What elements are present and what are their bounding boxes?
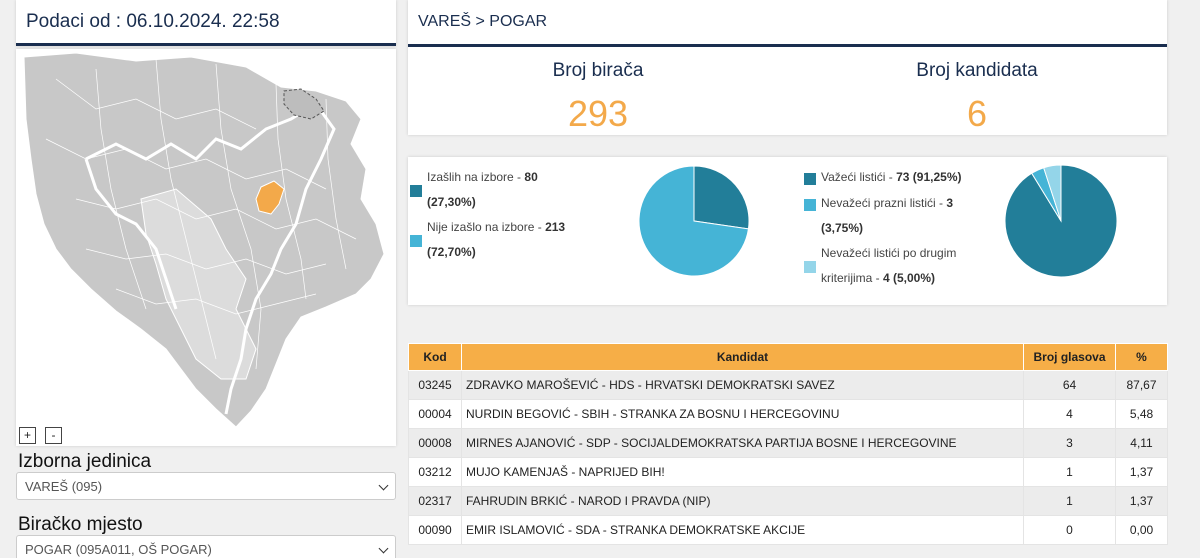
pie-slice-nije-izaslo[interactable] xyxy=(639,166,749,276)
legend-swatch xyxy=(410,185,422,197)
legend-nije-izaslo: Nije izašlo na izbore - 213 (72,70%) xyxy=(410,215,590,265)
cell-kandidat: ZDRAVKO MAROŠEVIĆ - HDS - HRVATSKI DEMOK… xyxy=(461,370,1024,400)
legend-pct: (72,70%) xyxy=(427,245,476,259)
cell-kandidat: EMIR ISLAMOVIĆ - SDA - STRANKA DEMOKRATS… xyxy=(461,515,1024,545)
legend-label-cont: kriterijima - xyxy=(821,271,883,285)
pie-slice-nevazeci-drugi[interactable] xyxy=(1043,165,1062,222)
legend-count: 73 (91,25%) xyxy=(896,170,962,184)
cell-broj: 1 xyxy=(1023,486,1116,516)
results-table: Kod Kandidat Broj glasova % 03245 ZDRAVK… xyxy=(408,343,1168,545)
col-header-pct[interactable]: % xyxy=(1115,343,1168,371)
biracko-mjesto-select[interactable]: POGAR (095A011, OŠ POGAR) xyxy=(16,535,396,558)
legend-count: 4 (5,00%) xyxy=(883,271,936,285)
chevron-down-icon xyxy=(378,543,389,554)
cell-broj: 4 xyxy=(1023,399,1116,429)
cell-pct: 0,00 xyxy=(1115,515,1168,545)
legend-label: Nevažeći listići po drugim xyxy=(821,246,957,260)
pie-slice-izaslih[interactable] xyxy=(693,166,749,230)
legend-swatch xyxy=(804,199,816,211)
legend-count: 80 xyxy=(524,170,538,184)
legend-swatch xyxy=(804,173,816,185)
table-row[interactable]: 02317 FAHRUDIN BRKIĆ - NAROD I PRAVDA (N… xyxy=(408,486,1168,516)
cell-pct: 4,11 xyxy=(1115,428,1168,458)
table-row[interactable]: 03245 ZDRAVKO MAROŠEVIĆ - HDS - HRVATSKI… xyxy=(408,370,1168,400)
bih-map[interactable] xyxy=(16,49,396,446)
cell-pct: 1,37 xyxy=(1115,486,1168,516)
map-highlight-vares[interactable] xyxy=(255,180,285,215)
map-entity-boundary xyxy=(85,102,336,415)
cell-pct: 87,67 xyxy=(1115,370,1168,400)
table-row[interactable]: 00004 NURDIN BEGOVIĆ - SBIH - STRANKA ZA… xyxy=(408,399,1168,429)
header-divider xyxy=(408,44,1167,47)
legend-swatch xyxy=(804,261,816,273)
location-stats-panel: VAREŠ > POGAR Broj birača 293 Broj kandi… xyxy=(408,0,1167,135)
cell-kod: 00004 xyxy=(408,399,462,429)
legend-pct: (27,30%) xyxy=(427,195,476,209)
cell-pct: 5,48 xyxy=(1115,399,1168,429)
izborna-jedinica-value: VAREŠ (095) xyxy=(25,479,103,494)
cell-kod: 00090 xyxy=(408,515,462,545)
legend-nevazeci-prazni: Nevažeći prazni listići - 3 (3,75%) xyxy=(804,191,994,241)
broj-biraca-label: Broj birača xyxy=(552,60,644,81)
legend-label: Nije izašlo na izbore - xyxy=(427,220,546,234)
col-header-broj-glasova[interactable]: Broj glasova xyxy=(1023,343,1116,371)
zoom-out-button[interactable]: - xyxy=(45,427,62,444)
cell-broj: 64 xyxy=(1023,370,1116,400)
izborna-jedinica-label: Izborna jedinica xyxy=(18,451,152,472)
cell-kandidat: FAHRUDIN BRKIĆ - NAROD I PRAVDA (NIP) xyxy=(461,486,1024,516)
cell-pct: 1,37 xyxy=(1115,457,1168,487)
legend-label: Važeći listići - xyxy=(821,170,897,184)
biracko-mjesto-label: Biračko mjesto xyxy=(18,514,143,535)
izborna-jedinica-select[interactable]: VAREŠ (095) xyxy=(16,472,396,500)
cell-kod: 03212 xyxy=(408,457,462,487)
ballots-pie-chart xyxy=(1005,165,1117,277)
table-header-row: Kod Kandidat Broj glasova % xyxy=(408,343,1168,371)
legend-label: Nevažeći prazni listići - xyxy=(821,196,947,210)
table-row[interactable]: 00090 EMIR ISLAMOVIĆ - SDA - STRANKA DEM… xyxy=(408,515,1168,545)
chevron-down-icon xyxy=(378,480,389,491)
col-header-kandidat[interactable]: Kandidat xyxy=(461,343,1024,371)
cell-kandidat: MIRNES AJANOVIĆ - SDP - SOCIJALDEMOKRATS… xyxy=(461,428,1024,458)
broj-kandidata-value: 6 xyxy=(966,93,988,134)
col-header-kod[interactable]: Kod xyxy=(408,343,462,371)
table-row[interactable]: 00008 MIRNES AJANOVIĆ - SDP - SOCIJALDEM… xyxy=(408,428,1168,458)
date-header: Podaci od : 06.10.2024. 22:58 xyxy=(16,0,396,46)
date-title: Podaci od : 06.10.2024. 22:58 xyxy=(26,11,280,32)
turnout-pie-chart xyxy=(639,166,749,276)
legend-izaslih: Izašlih na izbore - 80 (27,30%) xyxy=(410,165,590,215)
table-row[interactable]: 03212 MUJO KAMENJAŠ - NAPRIJED BIH! 1 1,… xyxy=(408,457,1168,487)
legend-count: 213 xyxy=(545,220,566,234)
cell-broj: 1 xyxy=(1023,457,1116,487)
cell-broj: 0 xyxy=(1023,515,1116,545)
map-region-light[interactable] xyxy=(140,188,257,380)
legend-count: 3 xyxy=(946,196,954,210)
turnout-panel: Izašlih na izbore - 80 (27,30%) Nije izaš… xyxy=(408,157,1167,305)
cell-broj: 3 xyxy=(1023,428,1116,458)
breadcrumb: VAREŠ > POGAR xyxy=(418,13,548,30)
legend-vazeci: Važeći listići - 73 (91,25%) xyxy=(804,165,994,190)
zoom-in-button[interactable]: + xyxy=(19,427,36,444)
map-panel[interactable]: + - xyxy=(16,49,396,446)
map-brcko-district[interactable] xyxy=(283,88,325,120)
biracko-mjesto-value: POGAR (095A011, OŠ POGAR) xyxy=(25,542,212,557)
legend-pct: (3,75%) xyxy=(821,221,864,235)
broj-biraca-value: 293 xyxy=(567,93,629,134)
broj-kandidata-label: Broj kandidata xyxy=(916,60,1038,81)
cell-kod: 03245 xyxy=(408,370,462,400)
legend-label: Izašlih na izbore - xyxy=(427,170,525,184)
cell-kod: 00008 xyxy=(408,428,462,458)
cell-kod: 02317 xyxy=(408,486,462,516)
cell-kandidat: MUJO KAMENJAŠ - NAPRIJED BIH! xyxy=(461,457,1024,487)
legend-swatch xyxy=(410,235,422,247)
cell-kandidat: NURDIN BEGOVIĆ - SBIH - STRANKA ZA BOSNU… xyxy=(461,399,1024,429)
legend-nevazeci-drugi: Nevažeći listići po drugim kriterijima - … xyxy=(804,241,994,291)
